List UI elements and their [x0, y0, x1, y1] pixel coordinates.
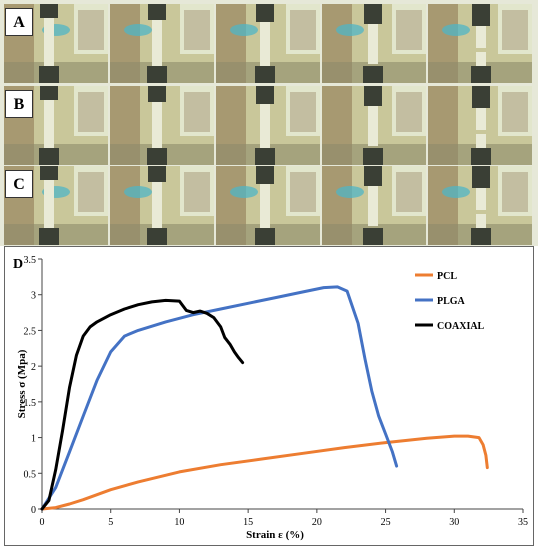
y-tick-label: 0.5: [24, 469, 37, 480]
photo-row-a: [4, 4, 534, 83]
panel-label-d: D: [13, 257, 24, 272]
x-axis-label: Strain ε (%): [246, 529, 304, 541]
specimen-photo-sequence: A B C: [0, 0, 538, 246]
x-tick-label: 0: [40, 517, 45, 528]
specimen-photo-frame: [216, 166, 320, 245]
photo-row-b: [4, 86, 534, 165]
y-axis-label: Stress σ (Mpa): [16, 349, 28, 418]
stress-strain-chart: 0 0.5 1 1.5 2 2.5 3 3.5 0 5 10 15 20 25 30 35 Strain ε (…: [16, 255, 528, 541]
y-tick-label: 2.5: [24, 326, 37, 337]
panel-label-c: C: [5, 170, 33, 198]
y-tick-label: 1: [31, 434, 36, 445]
y-tick-label: 0: [31, 505, 36, 516]
x-tick-label: 10: [174, 517, 184, 528]
specimen-photo-frame: [322, 4, 426, 83]
y-tick-label: 2: [31, 362, 36, 373]
photo-row-c: [4, 166, 534, 245]
specimen-photo-frame: [216, 86, 320, 165]
specimen-photo-frame: [322, 86, 426, 165]
panel-label-b: B: [5, 90, 33, 118]
x-tick-label: 25: [381, 517, 391, 528]
legend-label-plga: PLGA: [437, 296, 466, 307]
specimen-photo-frame: [110, 86, 214, 165]
y-tick-label: 1.5: [24, 398, 37, 409]
specimen-photo-frame: [4, 86, 108, 165]
panel-label-a: A: [5, 8, 33, 36]
legend-label-coaxial: COAXIAL: [437, 321, 485, 332]
specimen-photo-frame: [110, 4, 214, 83]
specimen-photo-frame: [216, 4, 320, 83]
series-line-pcl: [40, 434, 489, 511]
x-tick-label: 35: [518, 517, 528, 528]
x-tick-label: 15: [243, 517, 253, 528]
stress-strain-chart-panel: 0 0.5 1 1.5 2 2.5 3 3.5 0 5 10 15 20 25 30 35 Strain ε (…: [4, 246, 534, 546]
specimen-photo-frame: [428, 166, 532, 245]
x-tick-label: 30: [449, 517, 459, 528]
specimen-photo-frame: [110, 166, 214, 245]
specimen-photo-frame: [322, 166, 426, 245]
y-tick-label: 3: [31, 291, 36, 302]
x-tick-label: 20: [312, 517, 322, 528]
x-tick-label: 5: [108, 517, 113, 528]
series-line-coaxial: [40, 298, 245, 511]
y-tick-label: 3.5: [24, 255, 37, 266]
legend-label-pcl: PCL: [437, 271, 457, 282]
specimen-photo-frame: [428, 4, 532, 83]
specimen-photo-frame: [428, 86, 532, 165]
series-line-plga: [40, 285, 399, 511]
